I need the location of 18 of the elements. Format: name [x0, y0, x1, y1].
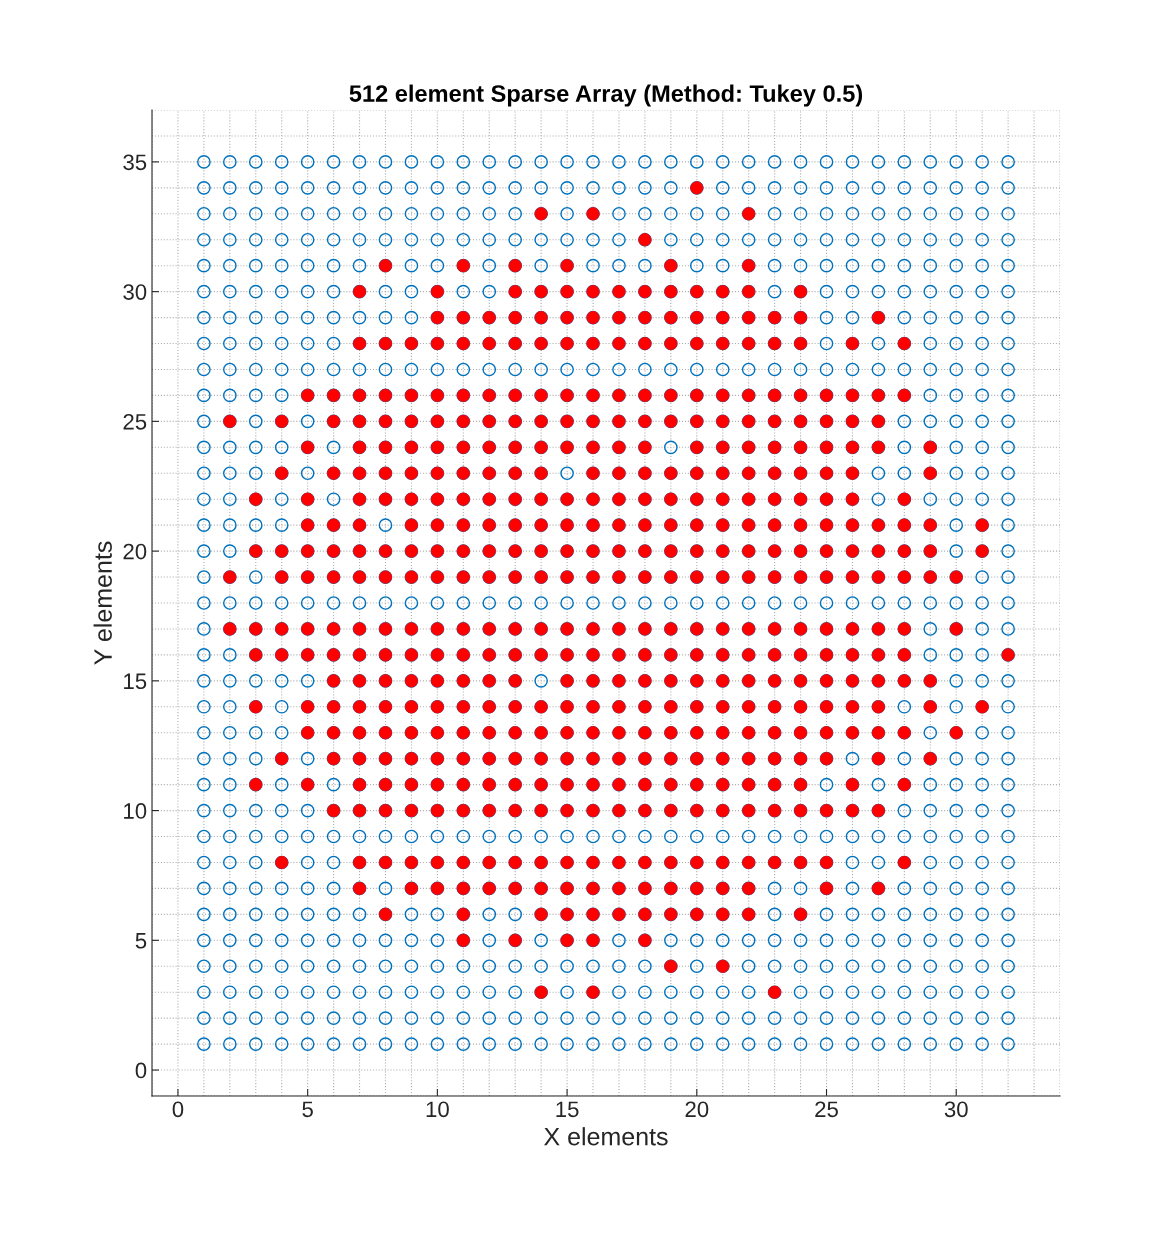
y-tick-label: 10 [124, 803, 147, 819]
y-tick-label: 25 [123, 413, 147, 430]
y-tick-label: 0 [135, 1062, 147, 1079]
y-tick-label: 30 [123, 284, 147, 300]
x-tick-label: 30 [944, 1101, 968, 1118]
x-tick-label: 25 [815, 1101, 838, 1118]
x-axis-title: X elements [544, 1127, 668, 1146]
x-tick-label: 5 [302, 1101, 313, 1118]
x-tick-label: 0 [172, 1101, 184, 1118]
x-tick-label: 15 [556, 1101, 579, 1118]
x-tick-label: 10 [426, 1101, 449, 1118]
y-tick-label: 20 [123, 543, 147, 560]
chart-title: 512 element Sparse Array (Method: Tukey 0.5) [349, 84, 863, 107]
y-tick-label: 15 [124, 673, 147, 690]
y-tick-label: 35 [123, 154, 147, 171]
y-axis-title: Y elements [93, 541, 112, 665]
x-tick-label: 20 [685, 1101, 709, 1118]
y-tick-label: 5 [135, 933, 147, 949]
